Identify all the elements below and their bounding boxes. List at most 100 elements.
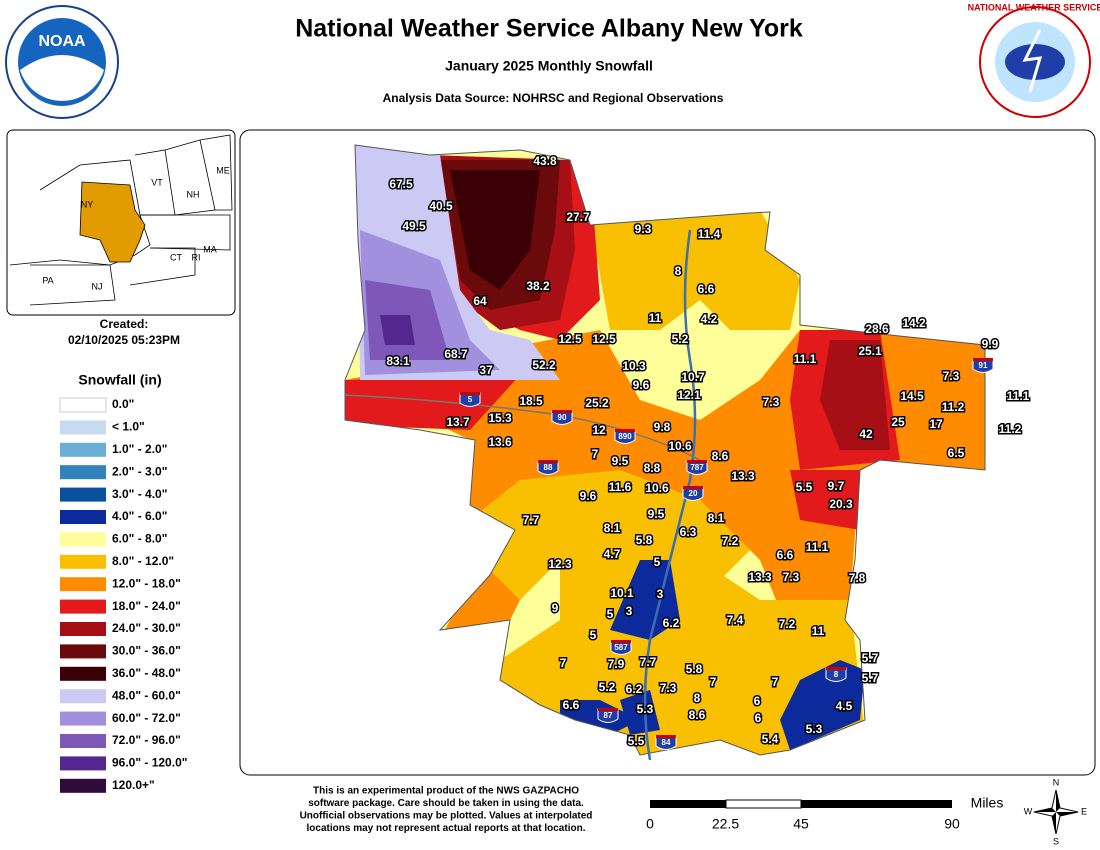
- highway-shield: [972, 358, 994, 373]
- legend-label: 2.0" - 3.0": [112, 464, 167, 478]
- snow-total: 10.3: [622, 359, 646, 373]
- legend-label: 48.0" - 60.0": [112, 688, 181, 702]
- snow-total: 8.6: [689, 708, 706, 722]
- snow-total: 8.1: [708, 511, 725, 525]
- legend-label: 18.0" - 24.0": [112, 599, 181, 613]
- legend-label: 4.0" - 6.0": [112, 509, 167, 523]
- shield-top: [656, 735, 676, 738]
- snow-total: 12: [592, 423, 606, 437]
- disclaimer: This is an experimental product of the N…: [300, 786, 593, 835]
- noaa-text: NOAA: [38, 33, 86, 50]
- legend-swatch: [60, 442, 106, 457]
- snow-total: 25.1: [858, 344, 882, 358]
- nws-logo: NATIONAL WEATHER SERVICE: [968, 2, 1100, 118]
- snow-zone: [345, 375, 520, 430]
- snow-total: 12.5: [592, 332, 616, 346]
- snow-total: 5.7: [862, 651, 879, 665]
- snow-total: 13.7: [446, 415, 470, 429]
- highway-shield: [537, 460, 559, 475]
- snow-total: 6: [755, 711, 762, 725]
- scale-label: 0: [646, 816, 654, 832]
- shield-top: [552, 410, 572, 413]
- title: National Weather Service Albany New York: [295, 15, 803, 43]
- snow-total: 11.1: [806, 540, 829, 554]
- snow-total: 7: [560, 656, 567, 670]
- snow-total: 5.5: [796, 480, 813, 494]
- snow-total: 13.3: [748, 570, 772, 584]
- shield-top: [538, 460, 558, 463]
- compass-letter: W: [1024, 806, 1033, 816]
- snow-total: 18.5: [519, 394, 543, 408]
- shield-top: [826, 667, 846, 670]
- snow-total: 7.3: [783, 570, 800, 584]
- legend-swatch: [60, 778, 106, 793]
- snow-total: 9.9: [982, 337, 999, 351]
- snow-total: 3: [626, 604, 633, 618]
- river: [643, 229, 697, 761]
- created-label: Created:: [100, 317, 149, 331]
- snow-total: 11.6: [609, 480, 632, 494]
- disclaimer-line: software package. Care should be taken i…: [308, 798, 584, 809]
- highway-shield: [597, 708, 619, 723]
- snow-total: 5.3: [806, 722, 823, 736]
- snow-total: 20.3: [829, 497, 853, 511]
- legend-swatch: [60, 734, 106, 748]
- highway-number: 5: [468, 395, 473, 404]
- snow-total: 10.7: [681, 370, 705, 384]
- snow-total: 11.4: [698, 227, 721, 241]
- snow-total: 17: [929, 417, 943, 431]
- snow-total: 9.7: [828, 479, 845, 493]
- snow-zone: [380, 315, 415, 345]
- legend-swatch: [60, 756, 106, 771]
- state-label: VT: [151, 177, 163, 187]
- legend-label: 24.0" - 30.0": [112, 621, 181, 635]
- snow-total: 64: [473, 294, 487, 308]
- snow-total: 8.1: [604, 521, 621, 535]
- snow-total: 28.6: [865, 322, 889, 336]
- highway-number: 890: [618, 432, 632, 441]
- snow-total: 9.5: [612, 454, 629, 468]
- snow-total: 3: [657, 587, 664, 601]
- snow-total: 5.5: [628, 734, 645, 748]
- shield-top: [683, 486, 703, 489]
- legend-label: 3.0" - 4.0": [112, 487, 167, 501]
- snow-total: 12.3: [548, 557, 572, 571]
- snow-zone: [820, 340, 890, 450]
- snow-total: 37: [479, 363, 493, 377]
- snow-total: 6: [754, 694, 761, 708]
- inset-labels: ME VT NH NY MA CT RI PA NJ: [42, 165, 229, 291]
- shield-top: [611, 640, 631, 643]
- snow-total: 7.2: [722, 534, 739, 548]
- snow-total: 6.6: [563, 698, 580, 712]
- snow-total: 4.7: [604, 547, 621, 561]
- snow-total: 7: [592, 447, 599, 461]
- state-label: NY: [81, 199, 94, 209]
- snow-total: 9.8: [654, 420, 671, 434]
- snow-total: 8: [694, 691, 701, 705]
- state-label: RI: [192, 252, 201, 262]
- inset-map: [9, 134, 233, 306]
- snow-total: 12.1: [677, 388, 701, 402]
- legend-swatch: [60, 554, 106, 569]
- snow-total: 5.4: [762, 732, 779, 746]
- legend-label: 30.0" - 36.0": [112, 644, 181, 658]
- legend-label: 0.0": [112, 397, 134, 411]
- legend-swatch: [60, 420, 106, 435]
- compass-letter: N: [1053, 777, 1060, 787]
- snow-total: 10.1: [610, 586, 634, 600]
- snow-total: 6.2: [626, 682, 643, 696]
- snow-total: 43.8: [533, 154, 557, 168]
- shield-top: [973, 358, 993, 361]
- shield-top: [598, 708, 618, 711]
- snow-total: 7.4: [727, 613, 744, 627]
- highway-number: 90: [558, 413, 567, 422]
- noaa-logo: NOAA: [5, 5, 119, 119]
- snow-total: 5: [607, 607, 614, 621]
- highway-shield: [825, 667, 847, 682]
- snow-total: 9.6: [633, 378, 650, 392]
- highway-number: 787: [690, 463, 704, 472]
- snow-total: 9.3: [635, 222, 652, 236]
- snow-total: 40.5: [429, 199, 453, 213]
